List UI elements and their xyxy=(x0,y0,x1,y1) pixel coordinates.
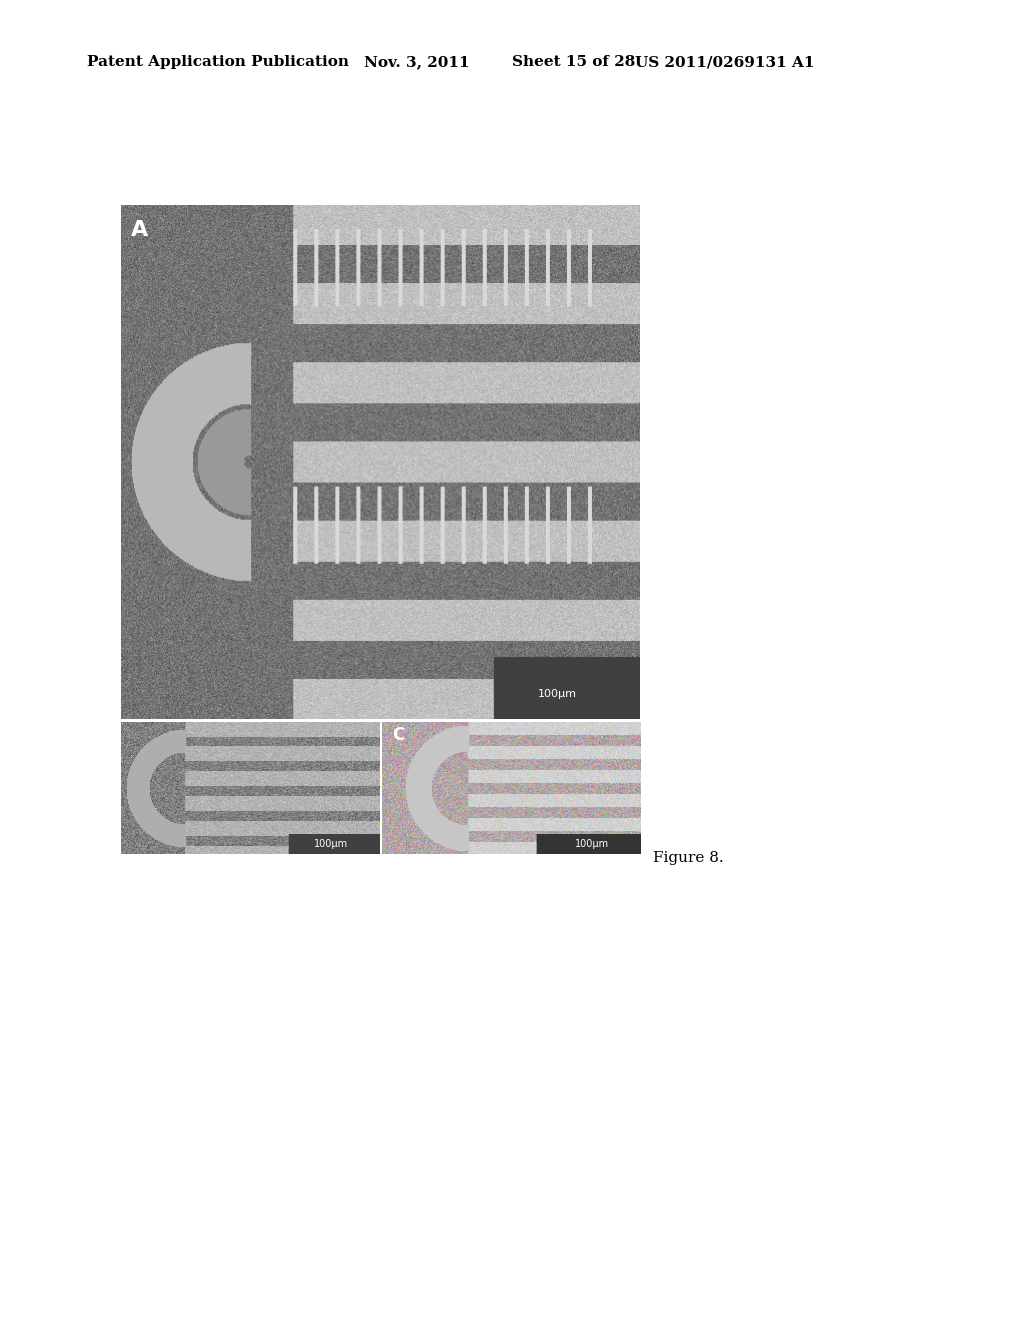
Text: Patent Application Publication: Patent Application Publication xyxy=(87,55,349,70)
Text: C: C xyxy=(392,726,404,744)
Text: US 2011/0269131 A1: US 2011/0269131 A1 xyxy=(635,55,814,70)
Text: Figure 8.: Figure 8. xyxy=(653,851,724,866)
Text: A: A xyxy=(131,220,148,240)
Text: 100μm: 100μm xyxy=(538,689,577,698)
Text: Nov. 3, 2011: Nov. 3, 2011 xyxy=(364,55,469,70)
Text: Sheet 15 of 28: Sheet 15 of 28 xyxy=(512,55,635,70)
Text: 100μm: 100μm xyxy=(313,838,348,849)
Text: 100μm: 100μm xyxy=(574,838,609,849)
